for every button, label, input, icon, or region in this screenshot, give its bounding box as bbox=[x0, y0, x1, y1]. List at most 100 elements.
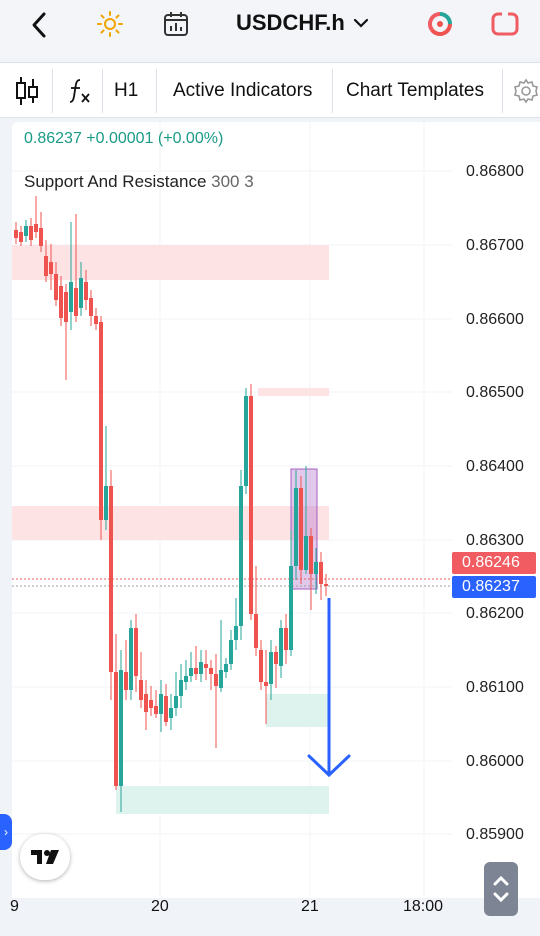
candle-body bbox=[184, 676, 188, 682]
symbol-label: USDCHF.h bbox=[236, 10, 345, 35]
time-axis-label: 20 bbox=[151, 898, 169, 915]
time-axis-label: 21 bbox=[301, 898, 319, 915]
scroll-to-realtime-button[interactable] bbox=[484, 862, 518, 916]
calendar-icon[interactable] bbox=[162, 10, 190, 38]
candle-body bbox=[99, 322, 103, 520]
candle-body bbox=[324, 584, 328, 586]
tradingview-logo[interactable] bbox=[20, 834, 70, 880]
candle-body bbox=[199, 662, 203, 674]
candle-body bbox=[89, 298, 93, 316]
fx-icon bbox=[69, 79, 90, 103]
candle-body bbox=[209, 668, 213, 674]
timeframe-button[interactable]: H1 bbox=[114, 80, 139, 101]
candle-body bbox=[149, 700, 153, 708]
resistance-zone bbox=[12, 245, 329, 280]
candle-body bbox=[319, 562, 323, 584]
candle-body bbox=[59, 286, 63, 318]
candle-body bbox=[19, 232, 23, 242]
candle-body bbox=[259, 650, 263, 682]
gear-icon bbox=[514, 78, 538, 104]
candle-body bbox=[229, 640, 233, 664]
candle-body bbox=[254, 614, 258, 648]
candle-body bbox=[264, 682, 268, 686]
candle-body bbox=[39, 228, 43, 246]
candle-body bbox=[124, 672, 128, 690]
candles-icon bbox=[16, 77, 38, 105]
chart-toolbar: H1 Active Indicators Chart Templates bbox=[0, 62, 540, 118]
candle-body bbox=[179, 680, 183, 696]
candle-body bbox=[79, 278, 83, 308]
candle-body bbox=[294, 488, 298, 566]
candle-body bbox=[284, 628, 288, 650]
ask-price-tag: 0.86246 bbox=[452, 552, 536, 574]
time-axis-label: 9 bbox=[10, 898, 19, 915]
candle-body bbox=[54, 274, 58, 300]
price-axis-label: 0.86400 bbox=[466, 458, 524, 475]
study-params: 300 3 bbox=[211, 172, 254, 191]
side-panel-toggle[interactable]: › bbox=[0, 814, 12, 850]
candle-body bbox=[64, 292, 68, 322]
candle-body bbox=[94, 316, 98, 324]
candle-body bbox=[144, 694, 148, 712]
candle-body bbox=[194, 668, 198, 674]
price-axis-label: 0.86000 bbox=[466, 753, 524, 770]
candle-body bbox=[74, 288, 78, 316]
double-chevron-icon bbox=[493, 875, 509, 903]
candle-body bbox=[34, 224, 38, 232]
time-axis-label: 18:00 bbox=[403, 898, 444, 915]
candle-body bbox=[174, 696, 178, 708]
candle-body bbox=[274, 652, 278, 664]
sun-icon[interactable] bbox=[96, 10, 124, 38]
candle-body bbox=[114, 672, 118, 786]
candle-body bbox=[219, 670, 223, 688]
resistance-zone bbox=[12, 506, 329, 540]
candle-body bbox=[159, 694, 163, 714]
price-axis-label: 0.86600 bbox=[466, 311, 524, 328]
price-status: 0.86237 +0.00001 (+0.00%) bbox=[24, 130, 224, 147]
symbol-selector[interactable]: USDCHF.h bbox=[236, 10, 369, 36]
tradingview-logo-icon bbox=[31, 850, 59, 864]
back-chevron-icon[interactable] bbox=[26, 10, 52, 40]
price-axis-label: 0.86300 bbox=[466, 532, 524, 549]
candle-body bbox=[214, 674, 218, 686]
price-axis-label: 0.86700 bbox=[466, 237, 524, 254]
candle-body bbox=[244, 396, 248, 486]
candle-body bbox=[119, 670, 123, 786]
study-legend[interactable]: Support And Resistance 300 3 bbox=[24, 172, 254, 192]
resistance-zone bbox=[258, 388, 329, 396]
candle-body bbox=[289, 566, 293, 650]
candle-body bbox=[234, 626, 238, 640]
candle-body bbox=[239, 486, 243, 626]
candle-body bbox=[249, 396, 253, 614]
candle-body bbox=[164, 696, 168, 722]
candle-body bbox=[269, 652, 273, 684]
indicators-fx-button[interactable] bbox=[68, 63, 92, 119]
candle-body bbox=[299, 488, 303, 570]
candle-body bbox=[139, 680, 143, 700]
candle-body bbox=[309, 536, 313, 574]
settings-button[interactable] bbox=[512, 63, 540, 119]
square-frame-icon[interactable] bbox=[490, 10, 520, 38]
projection-arrow-head bbox=[307, 754, 351, 778]
chart-templates-button[interactable]: Chart Templates bbox=[346, 80, 484, 101]
active-indicators-button[interactable]: Active Indicators bbox=[173, 80, 313, 101]
candle-body bbox=[109, 486, 113, 672]
study-name: Support And Resistance bbox=[24, 172, 207, 191]
candle-body bbox=[24, 226, 28, 236]
candle-body bbox=[224, 664, 228, 672]
candle-body bbox=[304, 536, 308, 570]
candle-body bbox=[169, 708, 173, 718]
price-axis-label: 0.86100 bbox=[466, 679, 524, 696]
chart-type-button[interactable] bbox=[14, 63, 40, 119]
candle-body bbox=[279, 628, 283, 666]
top-bar: USDCHF.h bbox=[0, 0, 540, 58]
candle-body bbox=[129, 628, 133, 690]
price-axis-label: 0.85900 bbox=[466, 826, 524, 843]
candle-body bbox=[154, 706, 158, 714]
support-zone bbox=[116, 786, 329, 814]
candle-body bbox=[104, 486, 108, 520]
circular-ring-icon[interactable] bbox=[426, 10, 454, 38]
price-axis-label: 0.86200 bbox=[466, 605, 524, 622]
candle-body bbox=[14, 230, 18, 238]
